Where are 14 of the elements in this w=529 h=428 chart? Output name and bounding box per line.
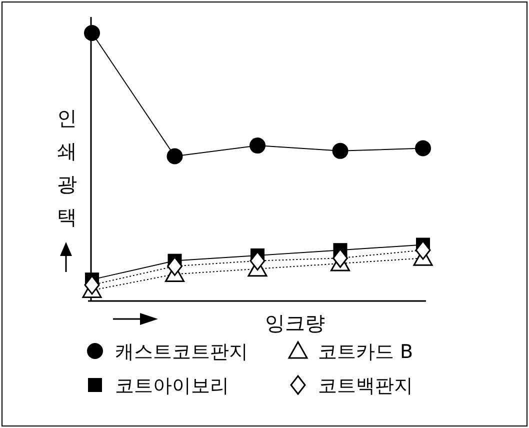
point <box>250 251 266 271</box>
x-axis-title: 잉크량 <box>265 311 325 335</box>
legend-label: 코트아이보리 <box>115 375 229 397</box>
y-axis-title: 인쇄광택 <box>57 106 77 229</box>
legend-label: 캐스트코트판지 <box>115 341 248 363</box>
point <box>415 240 431 260</box>
point <box>415 140 431 156</box>
point <box>84 275 100 295</box>
point <box>84 25 100 41</box>
point <box>250 138 266 154</box>
legend-label: 코트백판지 <box>318 375 413 397</box>
point <box>166 148 183 164</box>
legend-label: 코트카드 B <box>318 341 414 363</box>
point <box>332 142 348 159</box>
